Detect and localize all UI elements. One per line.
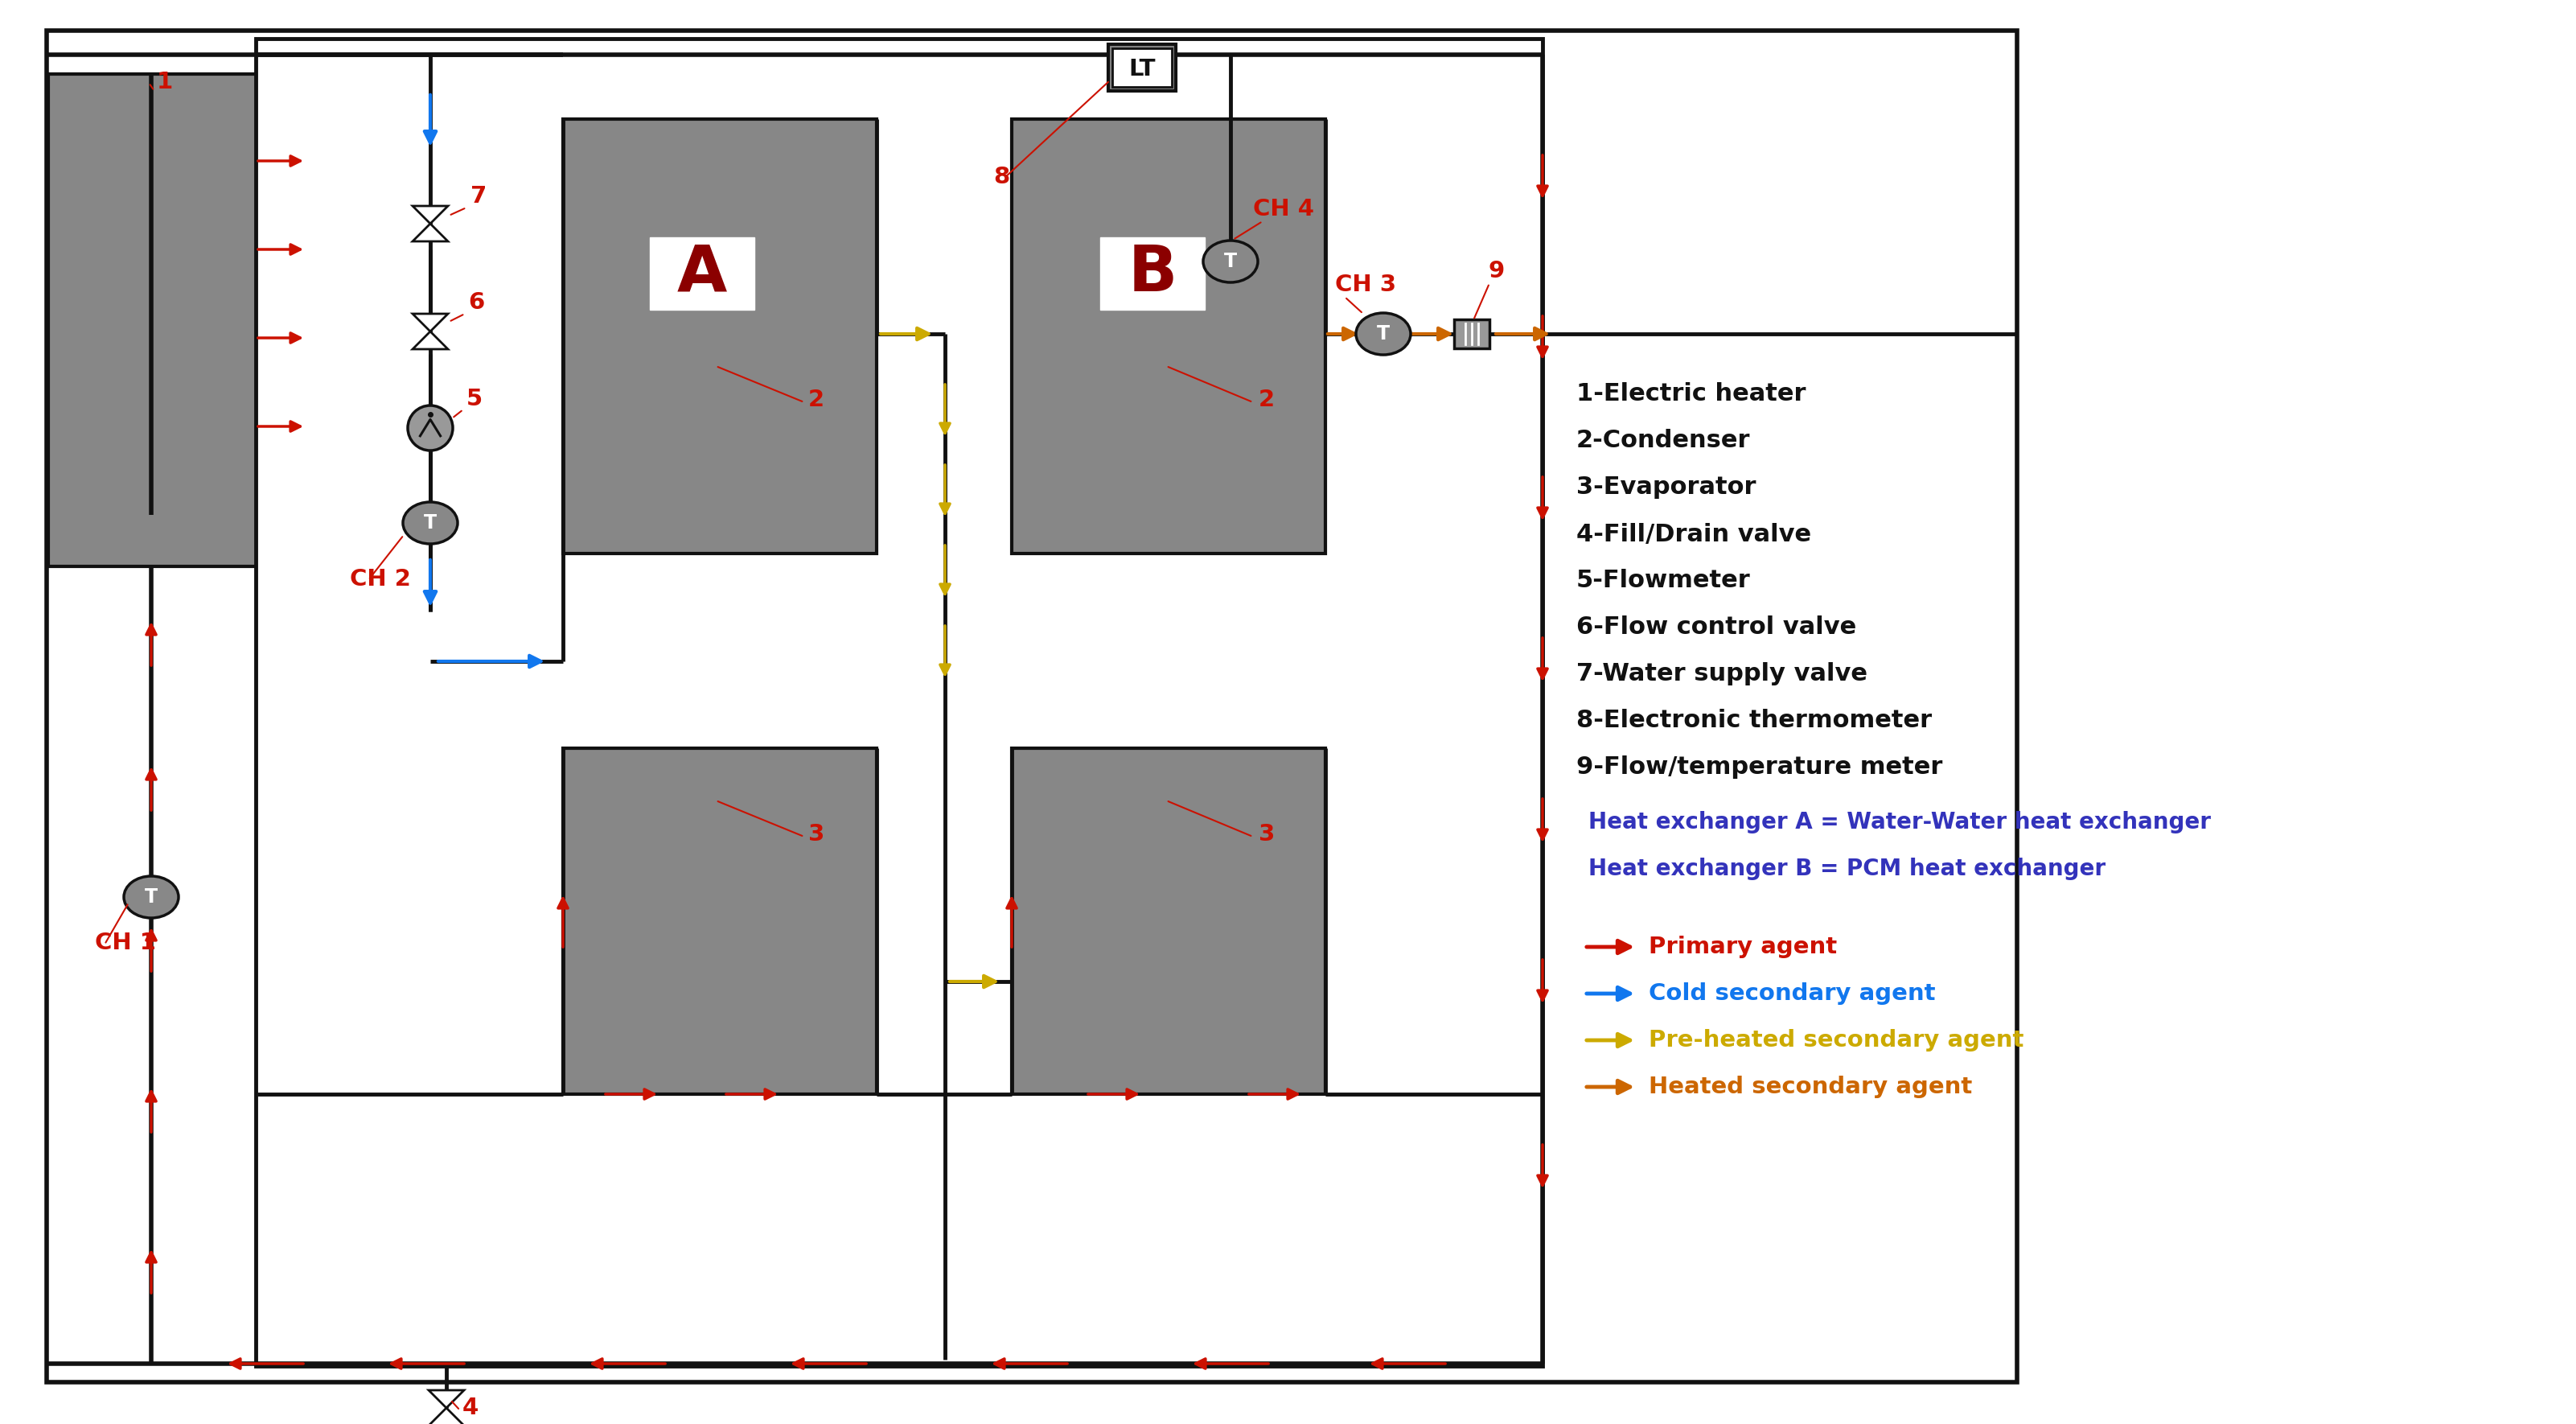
Bar: [46, 30, 2017, 1383]
Text: 4: 4: [464, 1397, 479, 1420]
Polygon shape: [412, 332, 448, 349]
Text: CH 4: CH 4: [1252, 198, 1314, 221]
Text: Primary agent: Primary agent: [1649, 936, 1837, 958]
Bar: [1113, 48, 1172, 87]
Ellipse shape: [124, 876, 178, 918]
Text: CH 2: CH 2: [350, 568, 410, 591]
Bar: [49, 74, 258, 567]
Ellipse shape: [402, 503, 459, 544]
Text: 7-Water supply valve: 7-Water supply valve: [1577, 662, 1868, 686]
Polygon shape: [428, 1408, 464, 1424]
Bar: [564, 748, 876, 1094]
Text: 8-Electronic thermometer: 8-Electronic thermometer: [1577, 709, 1932, 732]
Text: 1: 1: [157, 71, 173, 94]
Text: CH 1: CH 1: [95, 931, 157, 954]
Text: Heated secondary agent: Heated secondary agent: [1649, 1075, 1973, 1098]
Polygon shape: [412, 313, 448, 332]
Text: 5-Flowmeter: 5-Flowmeter: [1577, 570, 1752, 592]
Text: 3: 3: [1260, 823, 1275, 846]
Text: 6-Flow control valve: 6-Flow control valve: [1577, 615, 1857, 639]
Text: 7: 7: [471, 185, 487, 208]
Polygon shape: [428, 1390, 464, 1408]
Bar: [1100, 238, 1206, 310]
Text: 2: 2: [809, 389, 824, 412]
Ellipse shape: [1355, 313, 1412, 355]
Text: 2: 2: [1260, 389, 1275, 412]
Text: 5: 5: [466, 387, 482, 410]
Text: Heat exchanger B = PCM heat exchanger: Heat exchanger B = PCM heat exchanger: [1589, 857, 2105, 880]
Text: 3-Evaporator: 3-Evaporator: [1577, 476, 1757, 500]
Text: 4-Fill/Drain valve: 4-Fill/Drain valve: [1577, 523, 1811, 545]
Text: 1-Electric heater: 1-Electric heater: [1577, 383, 1806, 406]
Bar: [649, 238, 755, 310]
Bar: [1108, 44, 1175, 91]
Text: Heat exchanger A = Water-Water heat exchanger: Heat exchanger A = Water-Water heat exch…: [1589, 810, 2210, 833]
Text: 6: 6: [469, 292, 484, 313]
Text: A: A: [677, 242, 726, 305]
Text: 3: 3: [809, 823, 824, 846]
Circle shape: [407, 406, 453, 450]
Bar: [564, 120, 876, 554]
Bar: [1012, 748, 1327, 1094]
Text: Cold secondary agent: Cold secondary agent: [1649, 983, 1935, 1005]
Bar: [255, 38, 1543, 1366]
Polygon shape: [412, 224, 448, 241]
Text: B: B: [1128, 242, 1177, 305]
Text: 8: 8: [994, 165, 1010, 188]
Bar: [1453, 319, 1489, 349]
Text: CH 3: CH 3: [1334, 273, 1396, 296]
Text: Pre-heated secondary agent: Pre-heated secondary agent: [1649, 1030, 2025, 1051]
Text: 9-Flow/temperature meter: 9-Flow/temperature meter: [1577, 756, 1942, 779]
Text: 2-Condenser: 2-Condenser: [1577, 429, 1752, 453]
Text: 9: 9: [1489, 259, 1504, 282]
Text: T: T: [425, 513, 438, 533]
Text: T: T: [1224, 252, 1236, 271]
Ellipse shape: [1203, 241, 1257, 282]
Text: LT: LT: [1128, 58, 1157, 80]
Polygon shape: [412, 206, 448, 224]
Text: T: T: [144, 887, 157, 907]
Bar: [1012, 120, 1327, 554]
Text: T: T: [1376, 325, 1391, 343]
